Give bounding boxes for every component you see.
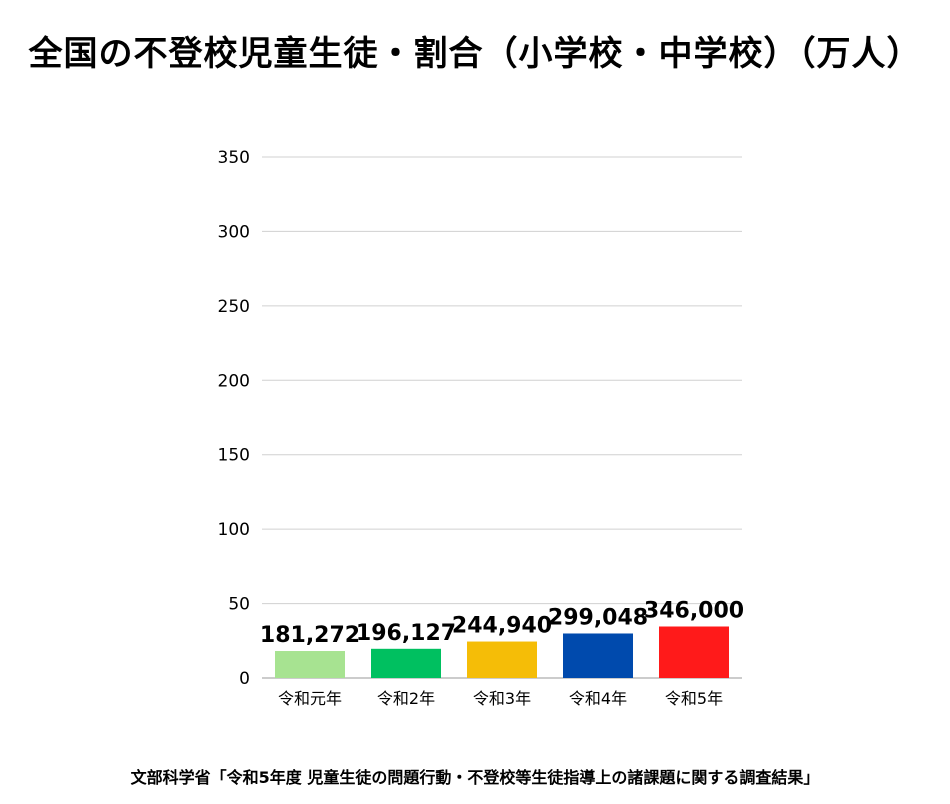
- x-tick-label: 令和4年: [569, 689, 627, 708]
- y-tick-label: 50: [228, 595, 250, 615]
- x-tick-label: 令和2年: [377, 689, 435, 708]
- y-tick-label: 250: [218, 297, 250, 317]
- source-note: 文部科学省「令和5年度 児童生徒の問題行動・不登校等生徒指導上の諸課題に関する調…: [130, 768, 820, 787]
- y-tick-label: 350: [218, 148, 250, 168]
- x-tick-label: 令和元年: [278, 689, 342, 708]
- y-tick-label: 300: [218, 222, 250, 242]
- bar: [371, 648, 441, 678]
- bar-data-label: 346,000: [644, 598, 744, 623]
- x-tick-label: 令和5年: [665, 689, 723, 708]
- chart-title: 全国の不登校児童生徒・割合（小学校・中学校）（万人）: [28, 34, 922, 74]
- bar: [659, 626, 729, 678]
- bar-data-label: 244,940: [452, 614, 552, 639]
- x-tick-label: 令和3年: [473, 689, 531, 708]
- bar-data-label: 299,048: [548, 605, 648, 630]
- bar: [275, 651, 345, 678]
- y-tick-label: 100: [218, 520, 250, 540]
- y-axis-ticks: 0 50 100 150 200 250 300 350: [218, 148, 250, 689]
- bar-data-label: 181,272: [260, 623, 360, 648]
- x-axis-ticks: 令和元年 令和2年 令和3年 令和4年 令和5年: [278, 689, 723, 708]
- bar: [563, 633, 633, 678]
- bar-chart: 0 50 100 150 200 250 300 350 181,272196,127244,…: [218, 148, 745, 708]
- y-tick-label: 150: [218, 446, 250, 466]
- bars: [275, 626, 729, 678]
- y-tick-label: 200: [218, 371, 250, 391]
- y-tick-label: 0: [239, 669, 250, 689]
- bar-data-label: 196,127: [356, 621, 456, 646]
- bar: [467, 641, 537, 678]
